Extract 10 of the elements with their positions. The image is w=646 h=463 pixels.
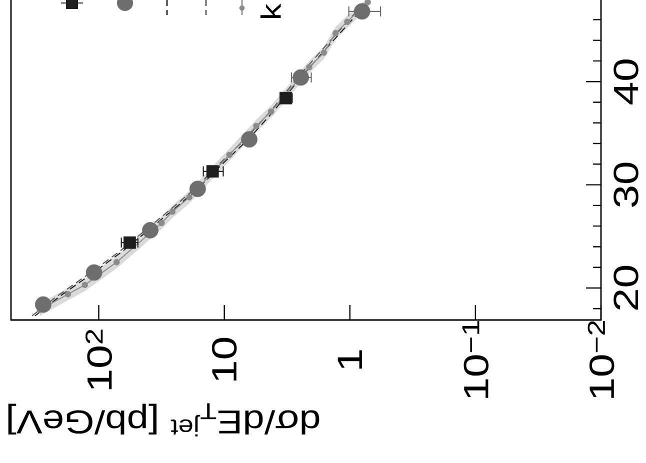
y-tick-label: 40 xyxy=(614,60,638,104)
y-tick-label: 20 xyxy=(614,266,638,310)
annotation: k xyxy=(260,3,281,18)
x-tick-label: 10$^{2}$ xyxy=(86,330,112,390)
x-tick-label: 10$^{−1}$ xyxy=(462,320,489,398)
x-tick-label: 10 xyxy=(212,338,237,380)
x-tick-label: 1 xyxy=(338,350,362,369)
y-tick-label: 30 xyxy=(614,162,638,207)
x-axis-title: dσ/dE$_{T}$$^{jet}$ [pb/GeV] xyxy=(8,403,320,436)
x-tick-label: 10$^{−2}$ xyxy=(588,321,614,398)
